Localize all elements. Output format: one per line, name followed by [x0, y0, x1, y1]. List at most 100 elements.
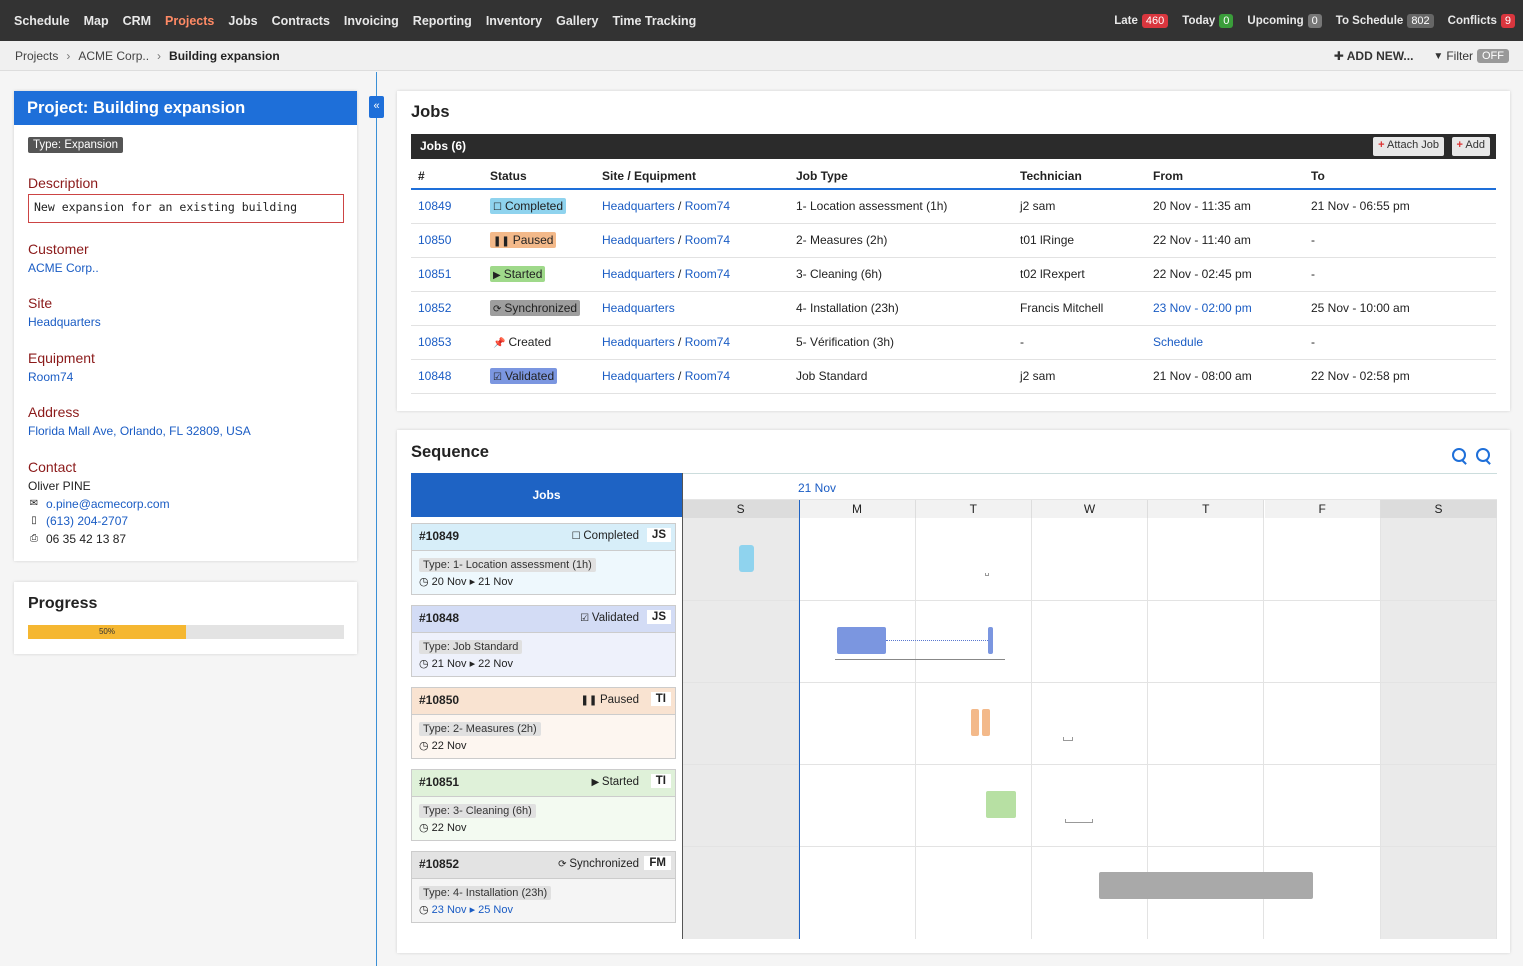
- column-header: From: [1146, 163, 1304, 190]
- job-tile[interactable]: #10849 ☐ Completed JS Type: 1- Location ass…: [411, 523, 676, 595]
- equipment-link[interactable]: Room74: [684, 233, 731, 247]
- stat-count-badge: 9: [1500, 13, 1515, 28]
- job-tile[interactable]: #10848 ☑ Validated JS Type: Job Standard ◷ 2…: [411, 605, 676, 677]
- from-link[interactable]: Schedule: [1153, 335, 1204, 349]
- equipment-link[interactable]: Room74: [684, 267, 731, 281]
- site-link[interactable]: Headquarters: [602, 267, 675, 281]
- job-id-link[interactable]: 10851: [418, 267, 452, 281]
- gantt-day-header: S: [683, 500, 800, 518]
- job-tile-header: #10851 ▶ Started TI: [412, 770, 675, 797]
- site-link[interactable]: Headquarters: [602, 335, 675, 349]
- gantt-day-column: [1380, 518, 1498, 939]
- site-link[interactable]: Headquarters: [602, 369, 675, 383]
- table-row: 10850 ❚❚ Paused Headquarters / Room74 2- Mea…: [411, 223, 1496, 258]
- add-new-button[interactable]: ✚ ADD NEW...: [1334, 49, 1414, 63]
- breadcrumb-projects[interactable]: Projects: [15, 48, 59, 63]
- description-field[interactable]: New expansion for an existing building: [28, 194, 344, 223]
- job-tile-status-label: Paused: [599, 694, 639, 706]
- stat-conflicts[interactable]: Conflicts 9: [1447, 13, 1515, 28]
- breadcrumb-customer[interactable]: ACME Corp..: [78, 48, 150, 63]
- nav-inventory[interactable]: Inventory: [485, 13, 543, 28]
- nav-gallery[interactable]: Gallery: [556, 13, 599, 28]
- gantt-day-column: [683, 518, 800, 939]
- nav-reporting[interactable]: Reporting: [412, 13, 472, 28]
- job-tile[interactable]: #10851 ▶ Started TI Type: 3- Cleaning (6h) ◷…: [411, 769, 676, 841]
- job-tile-dates: ◷ 22 Nov: [419, 739, 467, 752]
- stat-label: Today: [1182, 14, 1216, 27]
- contact-mobile-link[interactable]: (613) 204-2707: [46, 514, 129, 528]
- status-cell: ☐ Completed: [483, 189, 595, 224]
- nav-map[interactable]: Map: [83, 13, 109, 28]
- equipment-link[interactable]: Room74: [684, 369, 731, 383]
- gantt-bar-10850[interactable]: [971, 709, 979, 736]
- nav-projects[interactable]: Projects: [165, 13, 215, 28]
- site-equipment-cell: Headquarters / Room74: [595, 223, 789, 258]
- site-link[interactable]: Headquarters: [28, 315, 101, 329]
- job-tile-status: ▶ Started: [591, 776, 639, 788]
- nav-crm[interactable]: CRM: [122, 13, 152, 28]
- equipment-link[interactable]: Room74: [28, 370, 74, 384]
- status-cell: ❚❚ Paused: [483, 223, 595, 258]
- envelope-icon: ✉: [29, 498, 39, 509]
- nav-invoicing[interactable]: Invoicing: [343, 13, 399, 28]
- equipment-label: Equipment: [28, 350, 95, 366]
- job-tile-id: #10851: [419, 775, 460, 789]
- stat-label: Late: [1114, 14, 1138, 27]
- nav-contracts[interactable]: Contracts: [271, 13, 330, 28]
- from-link[interactable]: 23 Nov - 02:00 pm: [1153, 301, 1252, 315]
- address-label: Address: [28, 404, 80, 420]
- stat-label: Conflicts: [1447, 14, 1497, 27]
- nav-jobs[interactable]: Jobs: [228, 13, 258, 28]
- nav-time-tracking[interactable]: Time Tracking: [612, 13, 697, 28]
- job-tile[interactable]: #10852 ⟳ Synchronized FM Type: 4- Installat…: [411, 851, 676, 923]
- gantt-bar-10850-b[interactable]: [982, 709, 990, 736]
- plus-icon: +: [1456, 139, 1463, 151]
- job-tile-dates-value[interactable]: 23 Nov ▸ 25 Nov: [431, 904, 513, 916]
- gantt-bar-10849[interactable]: [739, 545, 754, 572]
- job-id-link[interactable]: 10850: [418, 233, 452, 247]
- job-tile-dates: ◷ 20 Nov ▸ 21 Nov: [419, 575, 513, 588]
- customer-link[interactable]: ACME Corp..: [28, 261, 99, 275]
- job-id-link[interactable]: 10849: [418, 199, 452, 214]
- status-cell: ▶ Started: [483, 257, 595, 292]
- stat-upcoming[interactable]: Upcoming 0: [1247, 13, 1322, 28]
- site-link[interactable]: Headquarters: [602, 199, 675, 214]
- from-cell: 20 Nov - 11:35 am: [1146, 189, 1304, 224]
- attach-job-button[interactable]: + Attach Job: [1373, 137, 1444, 156]
- filter-toggle[interactable]: ▼ Filter OFF: [1433, 49, 1509, 63]
- nav-schedule[interactable]: Schedule: [14, 13, 70, 28]
- checkbox-icon: ☑: [493, 372, 502, 383]
- site-link[interactable]: Headquarters: [602, 233, 675, 247]
- add-job-button[interactable]: + Add: [1451, 137, 1490, 156]
- to-cell: -: [1304, 257, 1496, 292]
- sync-icon: ⟳: [493, 304, 502, 315]
- job-tile[interactable]: #10850 ❚❚ Paused TI Type: 2- Measures (2h) ◷…: [411, 687, 676, 759]
- equipment-link[interactable]: Room74: [684, 199, 731, 214]
- gantt-month-row: 21 Nov: [683, 473, 1497, 500]
- job-id-link[interactable]: 10852: [418, 301, 452, 315]
- site-link[interactable]: Headquarters: [602, 301, 675, 315]
- gantt-bar-10852[interactable]: [1099, 872, 1313, 899]
- stat-today[interactable]: Today 0: [1182, 13, 1234, 28]
- job-id-link[interactable]: 10853: [418, 335, 452, 349]
- job-tile-dates: ◷ 23 Nov ▸ 25 Nov: [419, 903, 513, 916]
- project-card: Project: Building expansion Type: Expans…: [14, 91, 357, 561]
- stat-to-schedule[interactable]: To Schedule 802: [1336, 13, 1434, 28]
- job-id-link[interactable]: 10848: [418, 369, 452, 383]
- collapse-panel-button[interactable]: «: [369, 96, 384, 118]
- gantt-bar-10848[interactable]: [837, 627, 886, 654]
- column-header: To: [1304, 163, 1496, 190]
- zoom-in-icon[interactable]: [1452, 448, 1466, 462]
- to-cell: 22 Nov - 02:58 pm: [1304, 359, 1496, 394]
- equipment-link[interactable]: Room74: [684, 335, 731, 349]
- contact-email-link[interactable]: o.pine@acmecorp.com: [46, 497, 170, 511]
- site-equipment-cell: Headquarters / Room74: [595, 325, 789, 360]
- technician-cell: -: [1013, 325, 1146, 360]
- address-link[interactable]: Florida Mall Ave, Orlando, FL 32809, USA: [28, 424, 251, 438]
- status-badge: ▶ Started: [490, 266, 546, 282]
- gantt-bar-10848-end[interactable]: [988, 627, 993, 654]
- zoom-out-icon[interactable]: [1476, 448, 1490, 462]
- stat-late[interactable]: Late 460: [1114, 13, 1169, 28]
- gantt-bar-10851[interactable]: [986, 791, 1016, 818]
- progress-bar: 50%: [28, 625, 344, 639]
